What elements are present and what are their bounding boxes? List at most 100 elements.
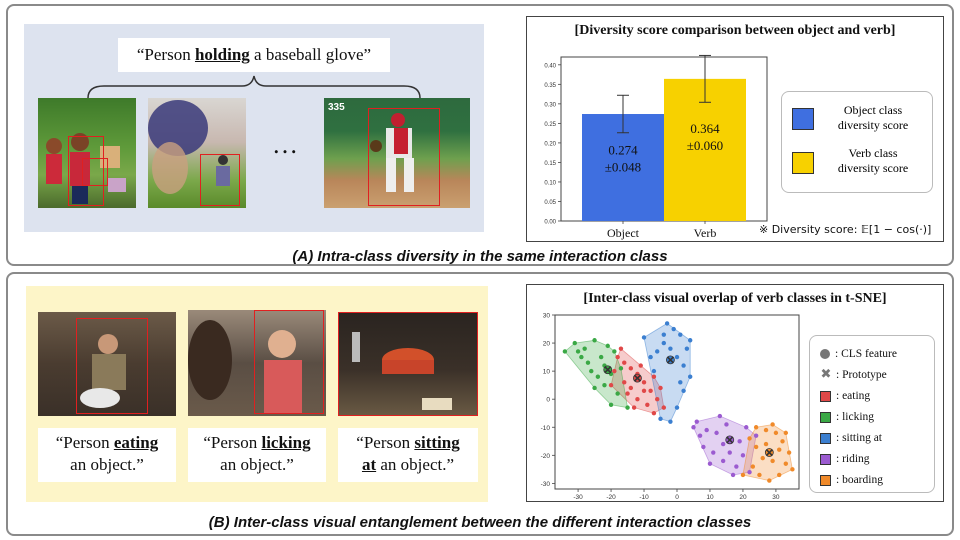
cls-feature-point [763,441,769,447]
cls-feature-point [628,385,634,391]
legend-square-marker [820,411,831,423]
x-tick-label: 10 [706,494,714,501]
y-tick-label: 0 [546,397,550,404]
cls-feature-point [658,385,663,391]
panel-a: “Person holding a baseball glove” … 335 [6,4,954,266]
x-tick-label: -10 [639,494,649,501]
tsne-legend-label: : eating [836,390,871,402]
prototype-cross [726,436,734,444]
x-tick-label: -30 [573,494,583,501]
legend-object-line1: Object class [843,103,903,117]
quote-prefix: “Person [136,45,195,64]
cls-feature-point [671,326,676,332]
photo-sitting-at [338,312,478,416]
prototype-cross [765,448,773,457]
cls-feature-point [730,472,736,478]
tsne-legend-item: : eating [820,388,870,404]
tsne-legend-item: ✖ : Prototype [820,367,887,383]
cls-feature-point [674,354,680,360]
tsne-legend-label: : Prototype [836,369,887,381]
cls-feature-point [651,368,657,374]
tsne-legend-item: : licking [820,409,874,425]
quote-suffix: a baseball glove” [249,45,372,64]
cls-feature-point [661,405,667,410]
cls-feature-point [622,380,627,385]
tsne-legend-item: : boarding [820,472,883,488]
cls-feature-point [615,391,620,396]
tsne-chart: [Inter-class visual overlap of verb clas… [526,284,944,502]
legend-cross-marker: ✖ [820,367,832,382]
ellipsis: … [272,130,298,159]
cls-feature-point [668,419,673,424]
quote-licking: “Person licking an object.” [188,428,326,482]
y-tick-label: 0.00 [544,220,556,226]
cls-feature-point [618,346,624,351]
quote-licking-line1: “Person licking [188,432,326,454]
cls-feature-point [592,385,597,391]
bar-plot: 0.00 0.05 0.10 0.15 0.20 0.25 0.30 0.35 0.40 0.27… [544,54,768,240]
quote-licking-verb: licking [261,433,311,452]
photo-table-objects [352,332,452,410]
legend-verb-line2: diversity score [837,161,909,175]
cls-feature-point [744,425,749,430]
cls-feature-point [631,405,637,410]
y-tick-label: 20 [543,341,551,348]
legend-verb-line1: Verb class [848,146,898,160]
cls-feature-point [714,430,719,436]
cls-feature-point [777,472,782,478]
cls-feature-point [777,447,782,452]
cls-feature-point [691,425,696,430]
bbox-person [68,136,104,206]
legend-square-marker [820,432,831,444]
diversity-chart-title: [Diversity score comparison between obje… [574,23,896,38]
quote-sitting-line2: at an object.” [338,454,478,476]
cls-feature-point [605,343,610,349]
cls-feature-point [770,458,775,464]
cls-feature-point [625,405,630,410]
cls-feature-point [648,388,653,393]
legend-label-verb: Verb class diversity score [816,146,930,176]
legend-square-marker [820,453,831,465]
photo-eating [38,312,176,416]
cls-feature-point [747,436,752,441]
cls-feature-point [648,354,653,360]
cls-feature-point [582,346,587,351]
photo-pitcher-blur [148,98,246,208]
tsne-legend-label: : CLS feature [835,348,897,360]
tsne-plot-frame [554,314,800,490]
cls-feature-point [598,354,604,360]
quote-eating-line2: an object.” [70,455,144,474]
panel-a-caption: (A) Intra-class diversity in the same in… [292,248,668,265]
cls-feature-point [711,450,716,455]
prototype-cross [666,356,674,364]
quote-eating-line1: “Person eating [38,432,176,454]
y-tick-label: -30 [541,481,551,488]
cls-feature-point [664,321,670,326]
y-tick-label: -10 [541,425,551,432]
brace [87,75,421,99]
cls-feature-point [651,374,657,379]
cls-feature-point [608,382,614,388]
diversity-footnote: ※ Diversity score: 𝔼[1 − cos(·)] [759,223,932,236]
panel-a-quote: “Person holding a baseball glove” [118,38,390,72]
cls-feature-point [773,430,779,436]
cls-feature-point [589,368,594,374]
cls-feature-point [635,396,640,402]
cls-feature-point [757,472,762,478]
cls-feature-point [707,461,713,466]
bbox-table [338,312,478,416]
cls-feature-point [767,478,772,483]
legend-swatch-verb [792,152,814,174]
cls-feature-point [783,461,789,466]
y-tick-label: 30 [543,313,551,320]
panel-b-caption: (B) Inter-class visual entanglement betw… [208,514,752,531]
cls-feature-point [602,382,607,388]
cls-feature-point [697,433,703,438]
photo-kids-glove [38,98,136,208]
panel-b: “Person eating an object.” “Person licki… [6,272,954,536]
legend-swatch-object [792,108,814,130]
cls-feature-point [641,388,647,393]
cls-feature-point [661,340,667,346]
photo-eating-figure [80,334,126,408]
diversity-legend: Object class diversity score Verb class … [781,91,933,193]
